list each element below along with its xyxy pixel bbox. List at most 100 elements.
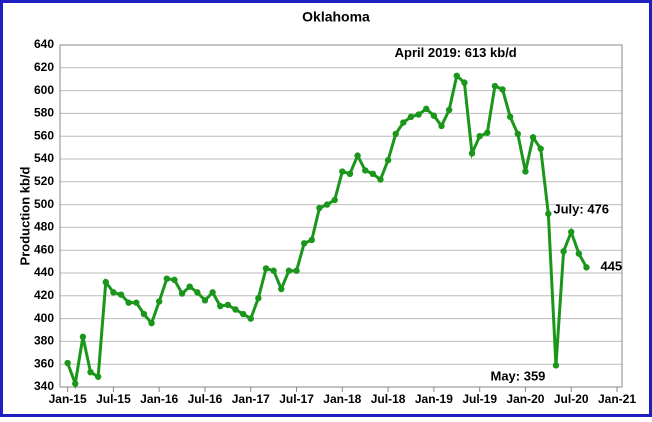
annotation: 445 (600, 259, 622, 274)
y-axis-label: Production kb/d (17, 166, 32, 265)
data-point (384, 156, 392, 164)
data-point (255, 294, 262, 302)
data-point (415, 111, 422, 118)
x-tick-label: Jan-19 (415, 392, 453, 406)
data-point (323, 201, 331, 208)
data-point (514, 130, 522, 138)
data-point (354, 152, 361, 159)
x-tick-label: Jul-20 (554, 392, 589, 406)
data-point (362, 167, 369, 174)
data-point (377, 176, 384, 183)
y-tick-label: 540 (34, 151, 54, 165)
data-point (285, 267, 293, 274)
data-point (468, 150, 476, 157)
data-point (87, 368, 94, 376)
data-point (79, 333, 87, 341)
data-point (232, 306, 239, 313)
data-point (217, 302, 224, 310)
data-point (453, 72, 460, 79)
x-tick-label: Jan-17 (232, 392, 270, 406)
y-tick-label: 420 (34, 288, 54, 302)
data-point (239, 310, 247, 318)
chart-title: Oklahoma (302, 9, 370, 25)
data-point (430, 112, 438, 119)
x-tick-label: Jan-16 (140, 392, 178, 406)
y-tick-label: 520 (34, 174, 54, 188)
data-point (110, 289, 117, 296)
data-point (506, 113, 514, 121)
y-tick-label: 500 (34, 197, 54, 211)
y-tick-label: 600 (34, 83, 54, 97)
data-point (545, 210, 552, 217)
data-point (247, 315, 254, 322)
plot-border (59, 44, 623, 388)
data-point (300, 240, 308, 247)
data-point (445, 106, 453, 114)
data-point (575, 250, 583, 257)
y-tick-label: 360 (34, 356, 54, 370)
data-point (529, 134, 537, 141)
data-point (438, 122, 445, 130)
x-tick-label: Jul-16 (188, 392, 223, 406)
data-point (522, 168, 529, 175)
data-point (155, 298, 163, 305)
data-point (339, 168, 346, 175)
data-point (262, 265, 270, 272)
data-point (94, 373, 102, 380)
data-point (537, 145, 544, 152)
y-tick-label: 480 (34, 220, 54, 234)
data-point (64, 359, 71, 367)
y-tick-label: 380 (34, 334, 54, 348)
data-point (293, 267, 300, 274)
data-point (461, 79, 468, 86)
x-tick-label: Jan-21 (598, 392, 636, 406)
data-point (171, 276, 178, 284)
data-point (186, 283, 193, 290)
annotation: July: 476 (553, 201, 609, 216)
data-point (201, 297, 209, 304)
data-point (102, 278, 109, 286)
data-point (331, 196, 338, 204)
y-tick-label: 560 (34, 128, 54, 142)
data-point (224, 301, 232, 309)
y-tick-label: 640 (34, 37, 54, 51)
data-point (476, 133, 483, 140)
data-point (583, 264, 590, 271)
x-tick-label: Jul-18 (371, 392, 406, 406)
x-tick-label: Jan-18 (323, 392, 361, 406)
data-point (491, 82, 499, 90)
data-point (163, 275, 171, 282)
x-tick-label: Jan-15 (49, 392, 87, 406)
y-tick-label: 580 (34, 106, 54, 120)
data-point (346, 170, 354, 178)
annotation: May: 359 (490, 368, 545, 383)
data-point (392, 130, 399, 138)
y-tick-label: 440 (34, 265, 54, 279)
data-point (400, 119, 407, 126)
y-tick-label: 620 (34, 60, 54, 74)
data-point (552, 362, 560, 369)
data-point (369, 170, 377, 178)
data-point (316, 204, 323, 212)
data-point (568, 228, 575, 236)
data-point (194, 289, 201, 296)
data-point (117, 291, 125, 298)
data-point (308, 236, 315, 244)
data-point (423, 105, 430, 113)
y-tick-label: 460 (34, 242, 54, 256)
data-point (178, 290, 186, 297)
x-tick-label: Jul-17 (279, 392, 314, 406)
data-point (140, 310, 148, 318)
data-point (499, 86, 506, 93)
data-point (125, 299, 132, 306)
x-tick-label: Jul-19 (462, 392, 497, 406)
x-tick-label: Jul-15 (96, 392, 131, 406)
data-point (560, 248, 567, 255)
x-tick-label: Jan-20 (506, 392, 544, 406)
data-point (72, 380, 79, 387)
data-point (209, 289, 216, 296)
data-point (407, 113, 415, 121)
data-point (278, 285, 285, 293)
